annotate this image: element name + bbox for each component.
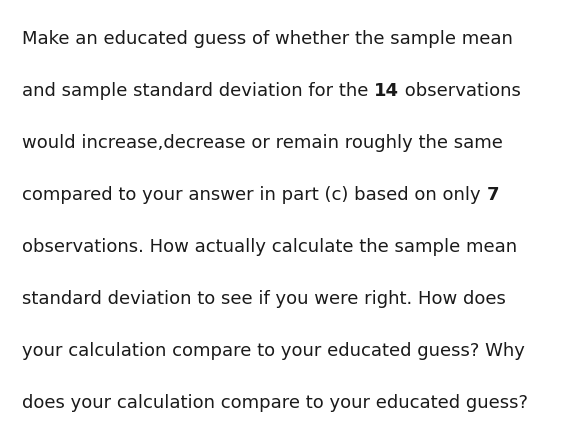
Text: Make an educated guess of whether the sample mean: Make an educated guess of whether the sa… xyxy=(22,30,513,48)
Text: and sample standard deviation for the: and sample standard deviation for the xyxy=(22,82,374,100)
Text: observations: observations xyxy=(399,82,521,100)
Text: standard deviation to see if you were right. How does: standard deviation to see if you were ri… xyxy=(22,290,506,308)
Text: 14: 14 xyxy=(374,82,399,100)
Text: would increase,decrease or remain roughly the same: would increase,decrease or remain roughl… xyxy=(22,134,503,152)
Text: observations. How actually calculate the sample mean: observations. How actually calculate the… xyxy=(22,238,517,256)
Text: your calculation compare to your educated guess? Why: your calculation compare to your educate… xyxy=(22,342,525,360)
Text: 7: 7 xyxy=(486,186,499,204)
Text: does your calculation compare to your educated guess?: does your calculation compare to your ed… xyxy=(22,394,528,412)
Text: compared to your answer in part (c) based on only: compared to your answer in part (c) base… xyxy=(22,186,486,204)
